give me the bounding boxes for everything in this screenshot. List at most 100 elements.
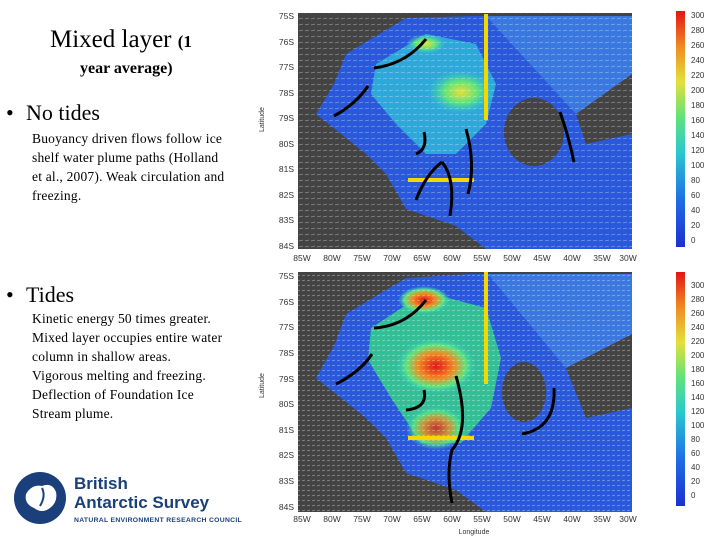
lat-tick: 77S — [279, 322, 294, 332]
tides-text: Kinetic energy 50 times greater. Mixed l… — [32, 309, 222, 423]
colorbar-tick: 80 — [691, 176, 700, 185]
lat-tick: 79S — [279, 113, 294, 123]
lon-tick: 30W — [619, 514, 636, 524]
colorbar-tick: 20 — [691, 477, 700, 486]
lat-tick: 77S — [279, 62, 294, 72]
tides-line: Stream plume. — [32, 406, 114, 421]
no-tides-text: Buoyancy driven flows follow ice shelf w… — [32, 129, 224, 205]
lat-tick: 80S — [279, 139, 294, 149]
lon-tick: 40W — [563, 253, 580, 263]
lat-tick: 78S — [279, 88, 294, 98]
colorbar-tick: 240 — [691, 56, 705, 65]
no-tides-line: Buoyancy driven flows follow ice — [32, 131, 223, 146]
tides-line: Vigorous melting and freezing. — [32, 368, 206, 383]
lon-tick: 80W — [323, 253, 340, 263]
colorbar-ticks: 300 280 260 240 220 200 180 160 140 120 … — [691, 281, 705, 500]
colorbar-tick: 60 — [691, 191, 700, 200]
flow-arrows — [333, 38, 576, 217]
lat-tick: 78S — [279, 348, 294, 358]
tides-line: Kinetic energy 50 times greater. — [32, 311, 211, 326]
lat-ticks: 75S 76S 77S 78S 79S 80S 81S 82S 83S 84S — [279, 11, 294, 251]
slide-subtitle: year average) — [80, 60, 173, 77]
lat-tick: 76S — [279, 37, 294, 47]
colorbar-tick: 240 — [691, 323, 705, 332]
lat-tick: 82S — [279, 190, 294, 200]
no-tides-heading: No tides — [26, 100, 100, 125]
colorbar-tick: 280 — [691, 295, 705, 304]
colorbar-tick: 100 — [691, 421, 705, 430]
lon-tick: 45W — [533, 253, 550, 263]
colorbar-tick: 80 — [691, 435, 700, 444]
lon-tick: 55W — [473, 514, 490, 524]
colorbar-tick: 200 — [691, 86, 705, 95]
lon-tick: 65W — [413, 253, 430, 263]
lon-tick: 35W — [593, 253, 610, 263]
flow-vectors — [298, 13, 632, 249]
no-tides-line: et al., 2007). Weak circulation and — [32, 169, 225, 184]
title-main: Mixed layer — [50, 26, 172, 53]
lat-tick: 81S — [279, 425, 294, 435]
colorbar-tick: 0 — [691, 491, 696, 500]
colorbar-tick: 260 — [691, 41, 705, 50]
lon-tick: 70W — [383, 514, 400, 524]
lon-tick: 35W — [593, 514, 610, 524]
tides-heading: Tides — [26, 282, 75, 307]
tides-line: Deflection of Foundation Ice — [32, 387, 194, 402]
lat-tick: 75S — [279, 271, 294, 281]
bullet-tides: • Tides — [6, 282, 74, 308]
colorbar-tick: 20 — [691, 221, 700, 230]
lat-tick: 81S — [279, 164, 294, 174]
lon-tick: 50W — [503, 514, 520, 524]
no-tides-line: shelf water plume paths (Holland — [32, 150, 219, 165]
lon-tick: 75W — [353, 253, 370, 263]
slide-title: Mixed layer (1 — [50, 26, 192, 54]
map-tides: Latitude 75S 76S 77S 78S 79S 80S 81S 82S… — [259, 271, 705, 536]
bas-logo: British Antarctic Survey NATURAL ENVIRON… — [12, 470, 252, 530]
lon-ticks: 85W 80W 75W 70W 65W 60W 55W 50W 45W 40W … — [293, 253, 636, 263]
lon-tick: 70W — [383, 253, 400, 263]
colorbar-tick: 140 — [691, 131, 705, 140]
colorbar-tick: 220 — [691, 337, 705, 346]
lon-tick: 60W — [443, 514, 460, 524]
lon-tick: 85W — [293, 253, 310, 263]
no-tides-line: freezing. — [32, 188, 82, 203]
colorbar-ticks: 300 280 260 240 220 200 180 160 140 120 … — [691, 11, 705, 245]
colorbar-tick: 160 — [691, 379, 705, 388]
lat-tick: 79S — [279, 374, 294, 384]
colorbar-tick: 280 — [691, 26, 705, 35]
lon-tick: 40W — [563, 514, 580, 524]
colorbar-tick: 300 — [691, 11, 705, 20]
lat-tick: 80S — [279, 399, 294, 409]
tides-line: column in shallow areas. — [32, 349, 172, 364]
bas-name-line2: Antarctic Survey — [74, 493, 210, 512]
bullet-dot: • — [6, 100, 14, 125]
y-axis-label: Latitude — [259, 373, 266, 398]
colorbar-tick: 0 — [691, 236, 696, 245]
lon-tick: 75W — [353, 514, 370, 524]
lat-ticks: 75S 76S 77S 78S 79S 80S 81S 82S 83S 84S — [279, 271, 294, 512]
title-paren: (1 — [177, 32, 192, 51]
colorbar — [676, 272, 685, 506]
colorbar-tick: 40 — [691, 206, 700, 215]
lon-tick: 50W — [503, 253, 520, 263]
bas-name-line1: British — [74, 474, 128, 493]
colorbar-tick: 180 — [691, 101, 705, 110]
y-axis-label: Latitude — [259, 107, 266, 132]
colorbar-tick: 200 — [691, 351, 705, 360]
colorbar-tick: 300 — [691, 281, 705, 290]
colorbar-tick: 60 — [691, 449, 700, 458]
flow-vectors — [298, 272, 632, 512]
flow-arrows — [335, 299, 556, 504]
lat-tick: 83S — [279, 476, 294, 486]
colorbar-tick: 140 — [691, 393, 705, 402]
bas-emblem-icon — [14, 472, 66, 524]
lon-tick: 30W — [619, 253, 636, 263]
lon-tick: 85W — [293, 514, 310, 524]
colorbar-tick: 120 — [691, 407, 705, 416]
colorbar-tick: 220 — [691, 71, 705, 80]
lon-tick: 80W — [323, 514, 340, 524]
map-no-tides: Latitude 75S 76S 77S 78S 79S 80S 81S 82S… — [259, 11, 705, 263]
lat-tick: 76S — [279, 297, 294, 307]
x-axis-label: Longitude — [459, 529, 490, 536]
lon-tick: 65W — [413, 514, 430, 524]
